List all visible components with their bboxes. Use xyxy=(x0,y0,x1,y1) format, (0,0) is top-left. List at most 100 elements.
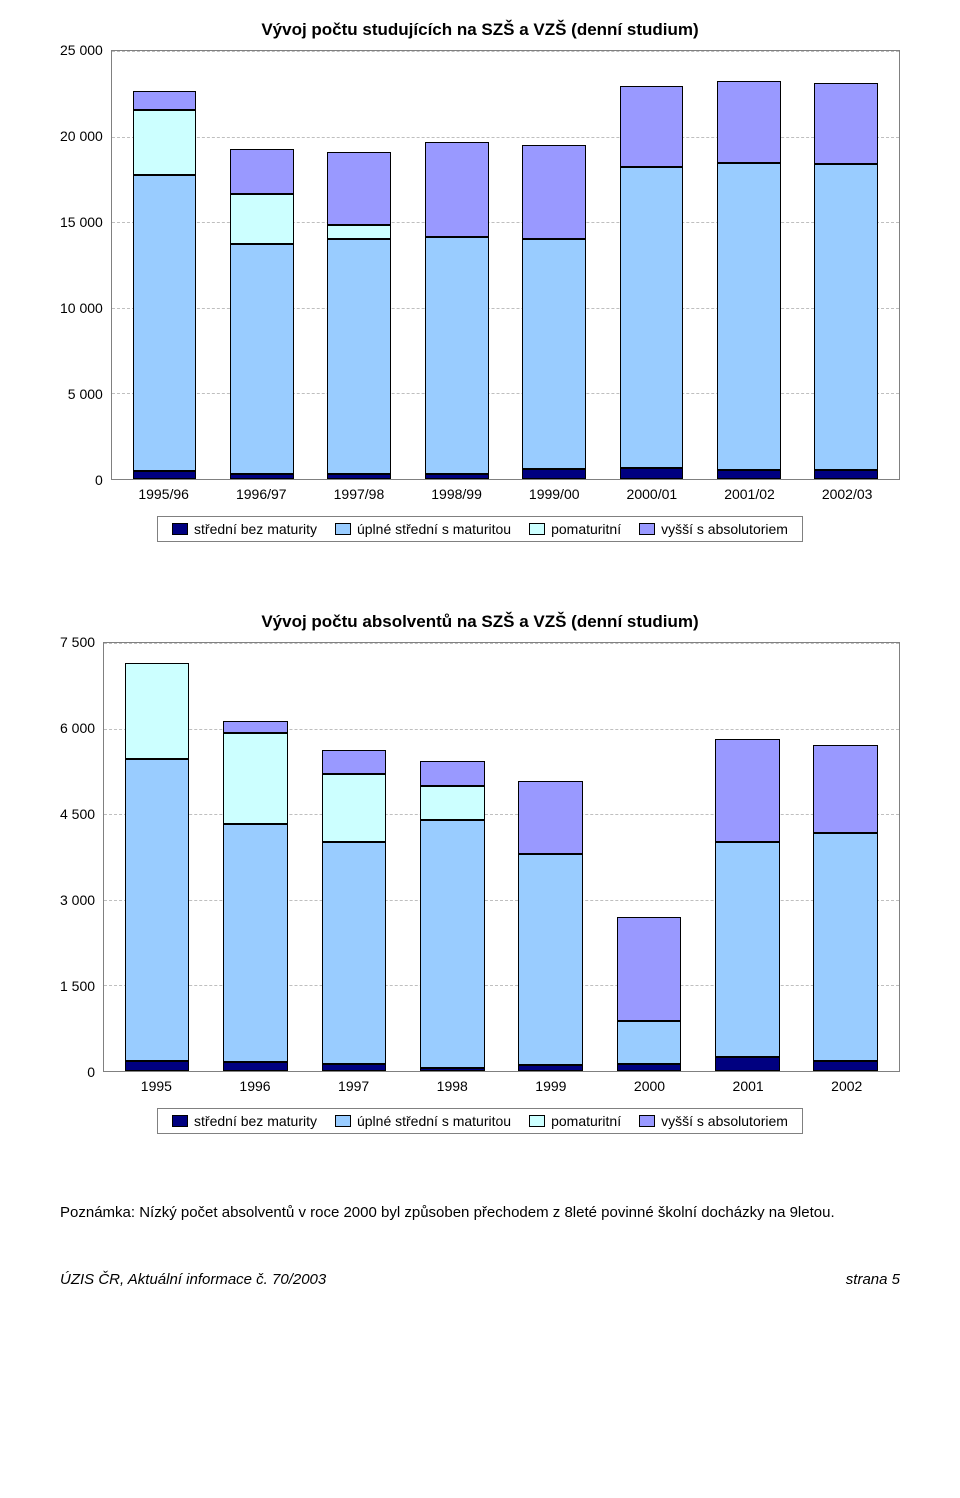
bar-segment-vyssi_s_absolutoriem xyxy=(223,721,288,732)
bar-segment-uplne_stredni_s_maturitou xyxy=(518,854,583,1065)
chart1-legend: střední bez maturity úplné střední s matu… xyxy=(157,516,803,542)
bar xyxy=(322,750,387,1071)
bar xyxy=(814,83,878,479)
bar-segment-vyssi_s_absolutoriem xyxy=(425,142,489,237)
bar xyxy=(425,142,489,479)
chart2-title: Vývoj počtu absolventů na SZŠ a VZŠ (den… xyxy=(60,612,900,632)
bar-segment-vyssi_s_absolutoriem xyxy=(715,739,780,842)
bar-segment-stredni_bez_maturity xyxy=(133,471,197,479)
bar-segment-stredni_bez_maturity xyxy=(813,1061,878,1071)
bar-segment-uplne_stredni_s_maturitou xyxy=(223,824,288,1062)
bar-segment-stredni_bez_maturity xyxy=(814,470,878,479)
bar-segment-uplne_stredni_s_maturitou xyxy=(125,759,190,1061)
bar xyxy=(715,739,780,1071)
bar-segment-stredni_bez_maturity xyxy=(522,469,586,479)
legend-swatch xyxy=(335,523,351,535)
legend-item-uplne_stredni_s_maturitou: úplné střední s maturitou xyxy=(335,521,511,537)
x-tick-label: 1997 xyxy=(304,1078,403,1094)
legend-label: pomaturitní xyxy=(551,1113,621,1129)
legend-item-stredni_bez_maturity: střední bez maturity xyxy=(172,521,317,537)
legend-swatch xyxy=(172,1115,188,1127)
bar-segment-uplne_stredni_s_maturitou xyxy=(620,167,684,468)
legend-label: úplné střední s maturitou xyxy=(357,1113,511,1129)
legend-item-pomaturitni: pomaturitní xyxy=(529,1113,621,1129)
bar xyxy=(620,86,684,479)
chart2-legend: střední bez maturity úplné střední s matu… xyxy=(157,1108,803,1134)
chart2-plot xyxy=(103,642,900,1072)
footnote: Poznámka: Nízký počet absolventů v roce … xyxy=(60,1204,900,1221)
bar-segment-uplne_stredni_s_maturitou xyxy=(327,239,391,474)
x-tick-label: 1998 xyxy=(403,1078,502,1094)
legend-label: střední bez maturity xyxy=(194,1113,317,1129)
chart1-y-axis: 25 00020 00015 00010 0005 0000 xyxy=(60,50,111,480)
bar-segment-pomaturitni xyxy=(322,774,387,842)
bar-segment-pomaturitni xyxy=(420,786,485,820)
legend-item-uplne_stredni_s_maturitou: úplné střední s maturitou xyxy=(335,1113,511,1129)
bar-segment-pomaturitni xyxy=(125,663,190,759)
bar-segment-vyssi_s_absolutoriem xyxy=(327,152,391,225)
chart-studujicich: Vývoj počtu studujících na SZŠ a VZŠ (de… xyxy=(60,20,900,542)
bar-segment-uplne_stredni_s_maturitou xyxy=(322,842,387,1064)
bar xyxy=(125,663,190,1071)
bar xyxy=(223,721,288,1071)
bar-segment-vyssi_s_absolutoriem xyxy=(230,149,294,194)
legend-swatch xyxy=(335,1115,351,1127)
bar-segment-uplne_stredni_s_maturitou xyxy=(715,842,780,1056)
bar-segment-uplne_stredni_s_maturitou xyxy=(230,244,294,474)
bar xyxy=(518,781,583,1071)
legend-label: úplné střední s maturitou xyxy=(357,521,511,537)
bar-segment-vyssi_s_absolutoriem xyxy=(617,917,682,1020)
x-tick-label: 2002 xyxy=(797,1078,896,1094)
bar xyxy=(813,745,878,1071)
x-tick-label: 1996 xyxy=(206,1078,305,1094)
legend-swatch xyxy=(529,523,545,535)
bar xyxy=(420,761,485,1071)
bar-segment-uplne_stredni_s_maturitou xyxy=(420,820,485,1068)
x-tick-label: 1997/98 xyxy=(310,486,408,502)
bar-segment-vyssi_s_absolutoriem xyxy=(813,745,878,833)
x-tick-label: 2001 xyxy=(699,1078,798,1094)
x-tick-label: 2000/01 xyxy=(603,486,701,502)
x-tick-label: 1995/96 xyxy=(115,486,213,502)
bar xyxy=(617,917,682,1071)
bar-segment-vyssi_s_absolutoriem xyxy=(133,91,197,110)
bar-segment-uplne_stredni_s_maturitou xyxy=(425,237,489,474)
page-footer: ÚZIS ČR, Aktuální informace č. 70/2003 s… xyxy=(60,1271,900,1318)
bar-segment-uplne_stredni_s_maturitou xyxy=(133,175,197,472)
footer-left: ÚZIS ČR, Aktuální informace č. 70/2003 xyxy=(60,1271,326,1288)
legend-item-stredni_bez_maturity: střední bez maturity xyxy=(172,1113,317,1129)
x-tick-label: 2001/02 xyxy=(701,486,799,502)
x-tick-label: 2002/03 xyxy=(798,486,896,502)
bar-segment-uplne_stredni_s_maturitou xyxy=(522,239,586,469)
bar-segment-pomaturitni xyxy=(230,194,294,244)
bar-segment-uplne_stredni_s_maturitou xyxy=(814,164,878,470)
legend-item-vyssi_s_absolutoriem: vyšší s absolutoriem xyxy=(639,1113,788,1129)
x-tick-label: 1998/99 xyxy=(408,486,506,502)
bar-segment-stredni_bez_maturity xyxy=(420,1068,485,1071)
bar-segment-stredni_bez_maturity xyxy=(230,474,294,479)
bar-segment-stredni_bez_maturity xyxy=(223,1062,288,1071)
legend-label: střední bez maturity xyxy=(194,521,317,537)
bar-segment-stredni_bez_maturity xyxy=(125,1061,190,1071)
x-tick-label: 1999 xyxy=(502,1078,601,1094)
legend-item-vyssi_s_absolutoriem: vyšší s absolutoriem xyxy=(639,521,788,537)
x-tick-label: 1995 xyxy=(107,1078,206,1094)
legend-swatch xyxy=(529,1115,545,1127)
legend-label: vyšší s absolutoriem xyxy=(661,521,788,537)
bar-segment-stredni_bez_maturity xyxy=(620,468,684,479)
legend-item-pomaturitni: pomaturitní xyxy=(529,521,621,537)
bar-segment-vyssi_s_absolutoriem xyxy=(322,750,387,774)
bar xyxy=(133,91,197,479)
bar-segment-uplne_stredni_s_maturitou xyxy=(617,1021,682,1065)
x-tick-label: 1996/97 xyxy=(212,486,310,502)
legend-swatch xyxy=(639,1115,655,1127)
bar-segment-uplne_stredni_s_maturitou xyxy=(717,163,781,469)
chart2-y-axis: 7 5006 0004 5003 0001 5000 xyxy=(60,642,103,1072)
chart-absolventu: Vývoj počtu absolventů na SZŠ a VZŠ (den… xyxy=(60,612,900,1134)
bar xyxy=(230,149,294,479)
bar-segment-stredni_bez_maturity xyxy=(518,1065,583,1071)
bar-segment-stredni_bez_maturity xyxy=(425,474,489,479)
x-tick-label: 2000 xyxy=(600,1078,699,1094)
bar-segment-stredni_bez_maturity xyxy=(322,1064,387,1071)
legend-label: vyšší s absolutoriem xyxy=(661,1113,788,1129)
